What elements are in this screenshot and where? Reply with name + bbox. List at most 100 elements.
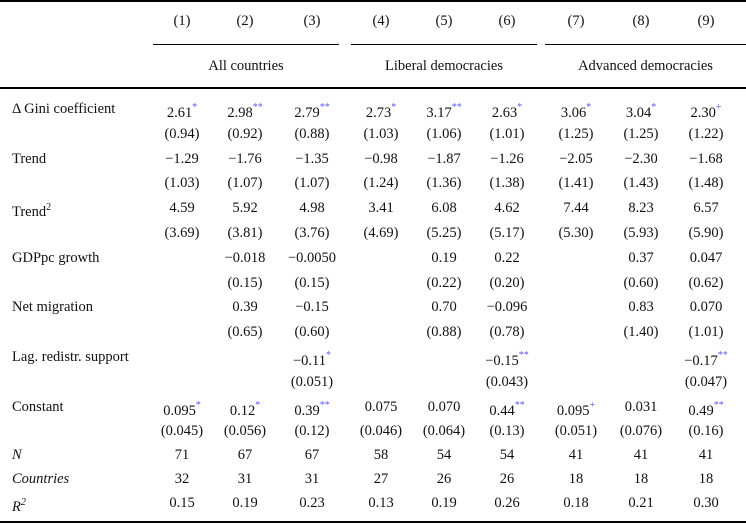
coefficient-value: 0.095 bbox=[163, 402, 196, 419]
standard-error-cell: (5.25) bbox=[426, 225, 462, 241]
standard-error-cell: (5.90) bbox=[688, 225, 724, 241]
coefficient-cell: 0.031 bbox=[604, 398, 678, 416]
row-label: Net migration bbox=[12, 298, 93, 316]
stat-value: 67 bbox=[237, 447, 253, 463]
stat-value: 54 bbox=[436, 447, 452, 463]
coefficient-cell: 0.070 bbox=[407, 398, 481, 416]
standard-error-cell: (3.81) bbox=[227, 225, 263, 241]
coefficient-cell: −0.11* bbox=[275, 348, 349, 370]
column-number: (1) bbox=[173, 13, 191, 29]
standard-error-cell: (0.15) bbox=[227, 274, 263, 291]
coefficient-value: 2.79 bbox=[294, 104, 320, 121]
stat-value: 0.23 bbox=[299, 495, 325, 511]
coefficient-cell: 0.12* bbox=[208, 398, 282, 420]
row-label-text: Trend bbox=[12, 150, 47, 167]
coefficient-value: −1.29 bbox=[165, 150, 199, 167]
significance-marker: * bbox=[195, 399, 201, 411]
standard-error-cell: (0.056) bbox=[223, 423, 267, 440]
stat-value: 58 bbox=[373, 447, 389, 463]
coefficient-cell: −2.30 bbox=[604, 150, 678, 168]
coefficient-value: 3.17 bbox=[426, 104, 452, 121]
coefficient-cell: 7.44 bbox=[539, 199, 613, 217]
significance-marker: ** bbox=[717, 350, 728, 361]
row-label: Lag. redistr. support bbox=[12, 348, 129, 366]
coefficient-cell: 2.98** bbox=[208, 100, 282, 122]
standard-error-cell: (0.92) bbox=[227, 125, 263, 142]
coefficient-value: −2.30 bbox=[624, 150, 658, 167]
coefficient-cell: 3.06* bbox=[539, 100, 613, 122]
coefficient-value: 8.23 bbox=[628, 200, 654, 217]
coefficient-cell: 0.49** bbox=[669, 398, 743, 420]
coefficient-value: 0.19 bbox=[431, 249, 457, 266]
coefficient-cell: −0.98 bbox=[344, 150, 418, 168]
coefficient-cell: −1.87 bbox=[407, 150, 481, 168]
group-label-all-countries: All countries bbox=[208, 58, 284, 74]
standard-error-cell: (1.40) bbox=[623, 324, 659, 341]
coefficient-cell: 5.92 bbox=[208, 199, 282, 217]
coefficient-value: 7.44 bbox=[563, 200, 589, 217]
coefficient-value: 0.12 bbox=[229, 402, 256, 419]
column-number: (2) bbox=[236, 13, 254, 29]
significance-marker: ** bbox=[451, 102, 462, 113]
significance-marker: * bbox=[651, 102, 657, 113]
standard-error-cell: (4.69) bbox=[363, 225, 399, 241]
stat-label: R2 bbox=[12, 494, 26, 516]
row-label-text: GDPpc growth bbox=[12, 249, 100, 266]
coefficient-cell: −1.76 bbox=[208, 150, 282, 168]
coefficient-cell: −1.29 bbox=[145, 150, 219, 168]
coefficient-cell: 4.59 bbox=[145, 199, 219, 217]
stat-value: 54 bbox=[499, 447, 515, 463]
standard-error-cell: (1.22) bbox=[688, 125, 724, 142]
coefficient-cell: −0.096 bbox=[470, 298, 544, 316]
stat-label-text: N bbox=[12, 447, 22, 463]
coefficient-cell: 8.23 bbox=[604, 199, 678, 217]
stat-value: 27 bbox=[373, 471, 389, 487]
coefficient-cell: 0.19 bbox=[407, 249, 481, 267]
coefficient-value: 4.98 bbox=[299, 200, 325, 217]
coefficient-value: −1.35 bbox=[295, 150, 329, 167]
coefficient-cell: 0.83 bbox=[604, 298, 678, 316]
coefficient-value: 0.83 bbox=[628, 299, 654, 316]
row-label: Trend bbox=[12, 150, 46, 168]
standard-error-cell: (1.24) bbox=[363, 175, 399, 192]
coefficient-value: 2.73 bbox=[365, 104, 392, 121]
column-number: (3) bbox=[303, 13, 321, 29]
group-rule-advanced-democracies bbox=[545, 44, 746, 45]
stat-value: 0.19 bbox=[232, 495, 258, 511]
coefficient-cell: 2.30+ bbox=[669, 100, 743, 122]
coefficient-value: 2.98 bbox=[227, 104, 253, 121]
significance-marker: ** bbox=[252, 102, 263, 113]
coefficient-value: −0.11 bbox=[292, 352, 326, 369]
standard-error-cell: (0.16) bbox=[688, 423, 724, 440]
standard-error-cell: (0.22) bbox=[426, 274, 462, 291]
stat-value: 31 bbox=[304, 471, 320, 487]
stat-value: 71 bbox=[174, 447, 190, 463]
coefficient-value: −0.15 bbox=[295, 299, 329, 316]
standard-error-cell: (1.01) bbox=[489, 125, 525, 142]
standard-error-cell: (0.13) bbox=[489, 423, 525, 440]
stat-value: 67 bbox=[304, 447, 320, 463]
coefficient-value: −0.0050 bbox=[287, 249, 337, 266]
standard-error-cell: (0.78) bbox=[489, 324, 525, 341]
standard-error-cell: (0.94) bbox=[164, 125, 200, 142]
coefficient-value: −0.096 bbox=[486, 299, 528, 316]
coefficient-cell: −1.35 bbox=[275, 150, 349, 168]
standard-error-cell: (0.12) bbox=[294, 423, 330, 440]
coefficient-value: 0.70 bbox=[431, 299, 457, 316]
stat-value: 26 bbox=[499, 471, 515, 487]
coefficient-value: 2.61 bbox=[166, 104, 193, 121]
coefficient-value: 0.047 bbox=[689, 249, 723, 266]
coefficient-value: 3.04 bbox=[625, 104, 652, 121]
standard-error-cell: (1.07) bbox=[294, 175, 330, 192]
standard-error-cell: (1.25) bbox=[558, 125, 594, 142]
group-label-liberal-democracies: Liberal democracies bbox=[385, 58, 503, 74]
stat-value: 0.26 bbox=[494, 495, 520, 511]
standard-error-cell: (0.043) bbox=[485, 373, 529, 390]
coefficient-cell: 0.047 bbox=[669, 249, 743, 267]
column-number: (7) bbox=[567, 13, 585, 29]
standard-error-cell: (0.20) bbox=[489, 274, 525, 291]
stat-value: 0.30 bbox=[693, 495, 719, 511]
coefficient-value: 6.57 bbox=[693, 200, 719, 217]
coefficient-cell: 0.075 bbox=[344, 398, 418, 416]
standard-error-cell: (0.045) bbox=[160, 423, 204, 440]
